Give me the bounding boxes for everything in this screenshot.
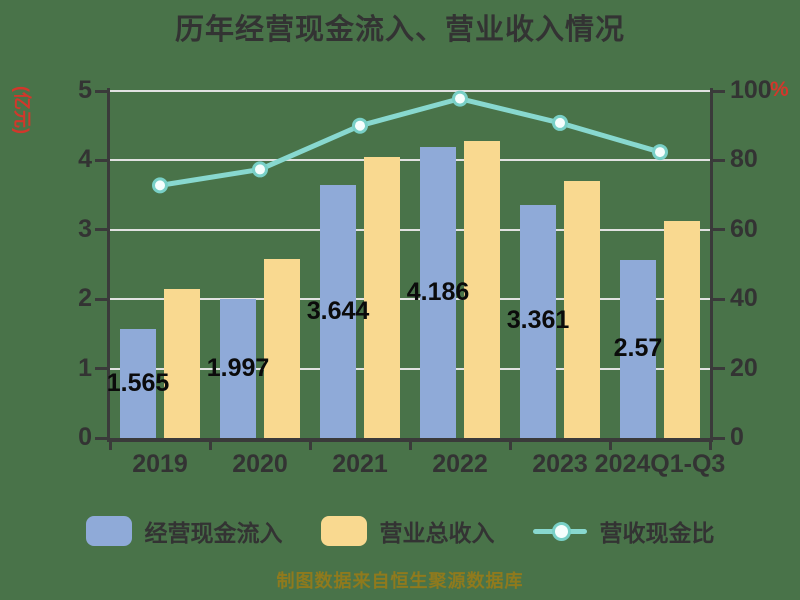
right-axis-tick xyxy=(713,367,725,371)
revenue-swatch xyxy=(320,516,367,546)
left-axis-tick-label: 5 xyxy=(78,76,92,104)
left-axis-tick-label: 0 xyxy=(78,423,92,451)
left-axis-tick xyxy=(95,367,107,371)
source-note: 制图数据来自恒生聚源数据库 xyxy=(276,571,524,591)
gridline xyxy=(110,159,710,162)
x-axis-line xyxy=(107,438,713,442)
x-axis-category-label: 2021 xyxy=(332,450,388,478)
ratio-point-2019 xyxy=(152,177,168,194)
x-axis-tick xyxy=(208,442,212,450)
cash-inflow-swatch xyxy=(85,516,132,546)
legend-label-cash-inflow: 经营现金流入 xyxy=(144,520,283,546)
bar-total-revenue-2021 xyxy=(364,156,400,438)
x-axis-tick xyxy=(408,442,412,450)
cash-inflow-value-label: 4.186 xyxy=(406,277,470,306)
bar-total-revenue-2019 xyxy=(164,288,200,438)
left-axis-tick-label: 2 xyxy=(78,284,92,313)
legend-label-revenue: 营业总收入 xyxy=(379,520,495,546)
bar-operating-cash-inflow-2022 xyxy=(420,147,456,438)
left-axis-line xyxy=(107,88,110,441)
x-axis-tick xyxy=(608,442,612,450)
right-axis-tick-label: 40 xyxy=(730,284,758,313)
ratio-point-2020 xyxy=(252,161,268,178)
cash-inflow-value-label: 2.57 xyxy=(613,333,663,362)
right-axis-tick-label: 0 xyxy=(730,423,744,451)
gridline xyxy=(110,367,710,370)
x-axis-category-label: 2022 xyxy=(432,450,488,478)
left-axis-tick xyxy=(95,158,107,162)
legend-label-ratio: 营收现金比 xyxy=(599,520,715,546)
legend-item-cash-inflow: 经营现金流入 xyxy=(85,514,283,548)
bar-operating-cash-inflow-2019 xyxy=(120,329,156,438)
legend-item-ratio: 营收现金比 xyxy=(532,514,715,548)
cash-inflow-value-label: 3.644 xyxy=(306,296,370,325)
cash-inflow-value-label: 1.997 xyxy=(206,353,270,382)
bar-operating-cash-inflow-2024Q1-Q3 xyxy=(620,259,656,438)
right-axis-tick-label: 80 xyxy=(730,145,758,174)
cash-inflow-value-label: 1.565 xyxy=(106,368,170,397)
bar-operating-cash-inflow-2021 xyxy=(320,185,356,438)
chart-title: 历年经营现金流入、营业收入情况 xyxy=(174,14,625,46)
right-axis-tick-label: 20 xyxy=(730,353,758,382)
left-axis-tick-label: 4 xyxy=(78,145,92,174)
gridline xyxy=(110,298,710,301)
left-axis-tick xyxy=(95,228,107,232)
left-axis-tick-label: 1 xyxy=(78,353,92,382)
left-axis-tick xyxy=(95,297,107,301)
left-axis-tick xyxy=(95,436,107,440)
right-axis-line xyxy=(710,88,713,441)
x-axis-category-label: 2023 xyxy=(532,450,588,478)
x-axis-tick xyxy=(708,442,712,450)
right-axis-tick xyxy=(713,297,725,301)
bar-operating-cash-inflow-2020 xyxy=(220,299,256,438)
ratio-point-2021 xyxy=(352,117,368,134)
bar-total-revenue-2024Q1-Q3 xyxy=(664,221,700,438)
bar-total-revenue-2023 xyxy=(564,181,600,438)
legend: 经营现金流入 营业总收入 营收现金比 xyxy=(0,514,800,548)
revenue-cash-ratio-line xyxy=(157,96,663,188)
x-axis-tick xyxy=(308,442,312,450)
x-axis-category-label: 2020 xyxy=(232,450,288,478)
right-axis-tick-label: 60 xyxy=(730,214,758,243)
left-axis-tick-label: 3 xyxy=(78,214,92,243)
ratio-point-2024Q1-Q3 xyxy=(652,144,668,161)
x-axis-tick xyxy=(508,442,512,450)
cash-inflow-value-label: 3.361 xyxy=(506,306,570,335)
ratio-line-marker-icon xyxy=(532,516,587,546)
bar-total-revenue-2020 xyxy=(264,258,300,438)
bar-operating-cash-inflow-2023 xyxy=(520,204,556,438)
ratio-point-2023 xyxy=(552,114,568,131)
legend-item-revenue: 营业总收入 xyxy=(320,514,495,548)
gridline xyxy=(110,90,710,92)
right-axis-tick-label: 100 xyxy=(730,76,772,104)
right-axis-tick xyxy=(713,228,725,232)
right-axis-tick xyxy=(713,89,725,93)
x-axis-category-label: 2019 xyxy=(132,450,188,478)
x-axis-tick xyxy=(108,442,112,450)
ratio-point-2022 xyxy=(452,90,468,107)
bar-total-revenue-2022 xyxy=(464,140,500,438)
right-axis-tick xyxy=(713,436,725,440)
right-axis-unit-label: % xyxy=(770,78,789,101)
x-axis-category-label: 2024Q1-Q3 xyxy=(594,450,726,478)
gridline xyxy=(110,228,710,231)
left-axis-tick xyxy=(95,89,107,93)
right-axis-tick xyxy=(713,158,725,162)
